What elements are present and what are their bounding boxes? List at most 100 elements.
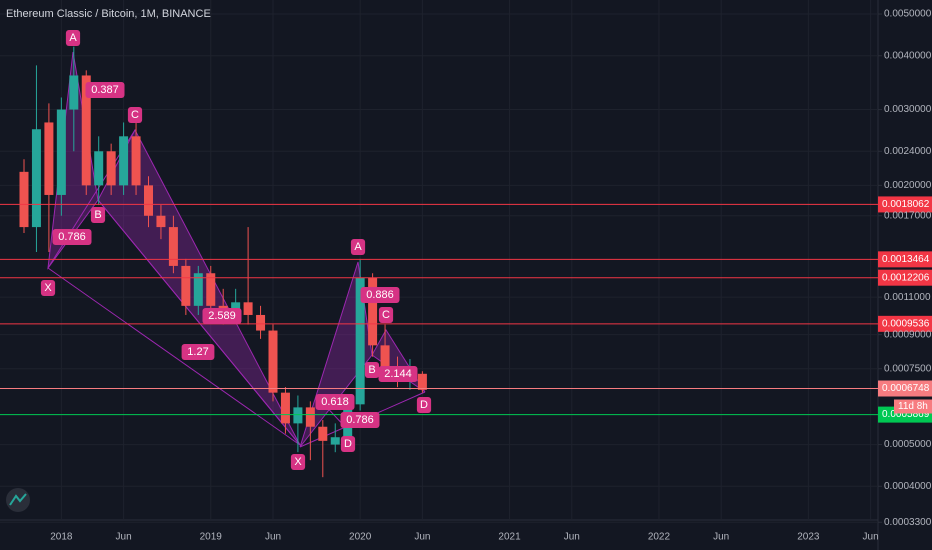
annotation-box	[40, 280, 56, 296]
y-tick-label: 0.0009000	[884, 329, 932, 340]
candle-body	[368, 277, 378, 346]
annotation-box	[360, 287, 400, 303]
candle-body	[69, 75, 79, 110]
x-tick-label: Jun	[863, 532, 879, 543]
x-tick-label: 2023	[797, 532, 820, 543]
annotation-label: 0.786	[58, 231, 86, 243]
price-tag	[878, 196, 932, 213]
candle-body	[106, 151, 116, 186]
annotation-box	[202, 308, 242, 324]
x-tick-label: 2022	[648, 532, 671, 543]
annotation-box	[85, 82, 125, 98]
annotation-label: 0.886	[366, 289, 394, 301]
price-tag-label: 0.0018062	[882, 199, 930, 210]
y-tick-label: 0.0040000	[884, 50, 932, 61]
annotation-label: X	[294, 456, 302, 468]
price-tag	[878, 251, 932, 268]
annotation-box	[416, 397, 432, 413]
pattern-line	[47, 199, 301, 446]
chart-title: Ethereum Classic / Bitcoin, 1M, BINANCE	[6, 8, 211, 20]
annotation-box	[364, 362, 380, 378]
annotation-label: B	[368, 364, 375, 376]
y-tick-label: 0.0024000	[884, 146, 932, 157]
annotations: A B C X X D A B C D 0.387 0.786 2.589 1.27 0.618 0.786 0…	[40, 30, 432, 470]
annotation-label: A	[69, 32, 77, 44]
y-tick-label: 0.0030000	[884, 104, 932, 115]
candle-body	[44, 122, 54, 195]
annotation-label: 2.144	[384, 368, 412, 380]
annotation-label: 0.786	[346, 414, 374, 426]
annotation-box	[52, 229, 92, 245]
annotation-box	[65, 30, 81, 46]
y-tick-label: 0.0003300	[884, 517, 932, 528]
price-tag-label: 0.0006748	[882, 383, 930, 394]
x-tick-label: 2018	[50, 532, 73, 543]
levels: 0.00180620.00134640.00122060.00095360.00…	[0, 196, 932, 423]
annotation-label: B	[94, 209, 101, 221]
x-tick-label: Jun	[713, 532, 729, 543]
candle-body	[293, 407, 303, 424]
candle-body	[131, 136, 141, 186]
annotation-box	[340, 412, 380, 428]
price-tag	[878, 315, 932, 332]
y-tick-label: 0.0004000	[884, 481, 932, 492]
candle-body	[181, 265, 191, 306]
x-tick-label: Jun	[564, 532, 580, 543]
y-tick-label: 0.0007500	[884, 363, 932, 374]
candle-body	[355, 277, 365, 405]
candle-body	[243, 302, 253, 315]
candle-body	[206, 273, 216, 306]
annotation-label: D	[344, 438, 352, 450]
price-tag-label: 0.0013464	[882, 254, 930, 265]
candle-body	[56, 109, 66, 195]
annotation-box	[315, 394, 355, 410]
price-tag-label: 0.0009536	[882, 318, 930, 329]
candle-body	[31, 129, 41, 228]
candle-body	[19, 171, 29, 228]
price-tag	[878, 380, 932, 397]
x-tick-label: 2019	[200, 532, 223, 543]
annotation-box	[181, 344, 215, 360]
candle-body	[417, 373, 427, 390]
y-tick-label: 0.0020000	[884, 180, 932, 191]
annotation-box	[90, 207, 106, 223]
y-tick-label: 0.0011000	[884, 292, 931, 303]
price-tag-label: 0.0012206	[882, 272, 930, 283]
annotation-box	[350, 239, 366, 255]
logo-mark	[9, 493, 27, 506]
annotation-label: 0.618	[321, 396, 349, 408]
annotation-box	[127, 107, 143, 123]
x-tick-label: 2021	[498, 532, 521, 543]
price-tag	[878, 269, 932, 286]
annotation-label: 1.27	[187, 346, 208, 358]
x-tick-label: Jun	[116, 532, 132, 543]
candle-body	[81, 75, 91, 186]
annotation-label: A	[354, 241, 362, 253]
countdown: 11d 8h	[898, 401, 928, 412]
candle-body	[280, 392, 290, 424]
candle-body	[168, 227, 178, 266]
candle-body	[256, 314, 266, 331]
candle-body	[330, 437, 340, 445]
x-tick-label: 2020	[349, 532, 372, 543]
axes: 0.0050000 0.0040000 0.0030000 0.0024000 0.00…	[50, 9, 931, 543]
candle-body	[144, 185, 153, 216]
annotation-box	[290, 454, 306, 470]
candle-body	[156, 215, 166, 228]
candle-body	[380, 345, 390, 369]
candle-body	[318, 426, 328, 441]
candle-body	[305, 407, 315, 427]
y-tick-label: 0.0005000	[884, 439, 932, 450]
x-tick-label: Jun	[414, 532, 430, 543]
price-tag-label: 0.0005869	[882, 409, 930, 420]
annotation-box	[378, 366, 418, 382]
annotation-label: C	[382, 309, 390, 321]
y-tick-label: 0.0050000	[884, 9, 932, 20]
annotation-label: X	[44, 282, 52, 294]
annotation-label: 0.387	[91, 84, 119, 96]
y-tick-label: 0.0017000	[884, 210, 932, 221]
annotation-label: D	[420, 399, 428, 411]
annotation-box	[378, 307, 394, 323]
